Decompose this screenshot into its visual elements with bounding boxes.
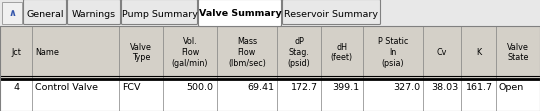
Text: Warnings: Warnings — [72, 10, 116, 19]
Text: General: General — [26, 10, 64, 19]
FancyBboxPatch shape — [68, 0, 120, 25]
Bar — [0, 0, 540, 26]
Text: FCV: FCV — [123, 83, 141, 92]
Text: P Static
In
(psia): P Static In (psia) — [377, 37, 408, 68]
Text: Open: Open — [499, 83, 524, 92]
Text: 38.03: 38.03 — [431, 83, 458, 92]
Text: 500.0: 500.0 — [187, 83, 214, 92]
Text: Valve
Type: Valve Type — [131, 43, 152, 62]
Bar — [0, 26, 540, 79]
Text: K: K — [476, 48, 481, 57]
Bar — [200, 24, 280, 26]
Bar — [0, 26, 540, 111]
Text: Pump Summary: Pump Summary — [122, 10, 198, 19]
Text: 161.7: 161.7 — [466, 83, 493, 92]
Text: ∧: ∧ — [8, 8, 16, 18]
FancyBboxPatch shape — [24, 0, 66, 25]
Text: Mass
Flow
(lbm/sec): Mass Flow (lbm/sec) — [228, 37, 266, 68]
Text: Reservoir Summary: Reservoir Summary — [285, 10, 379, 19]
Text: 327.0: 327.0 — [393, 83, 420, 92]
Text: 4: 4 — [13, 83, 19, 92]
FancyBboxPatch shape — [122, 0, 198, 25]
Text: Jct: Jct — [11, 48, 21, 57]
Text: Valve
State: Valve State — [507, 43, 529, 62]
Text: dP
Stag.
(psid): dP Stag. (psid) — [288, 37, 310, 68]
FancyBboxPatch shape — [282, 0, 381, 25]
Text: Vol.
Flow
(gal/min): Vol. Flow (gal/min) — [172, 37, 208, 68]
Text: Name: Name — [36, 48, 59, 57]
Text: 399.1: 399.1 — [333, 83, 360, 92]
FancyBboxPatch shape — [199, 0, 281, 27]
Bar — [2, 2, 22, 24]
Text: Control Valve: Control Valve — [36, 83, 98, 92]
Text: 172.7: 172.7 — [291, 83, 318, 92]
Text: Cv: Cv — [437, 48, 447, 57]
Bar — [0, 79, 540, 97]
Text: Valve Summary: Valve Summary — [199, 9, 281, 18]
Text: dH
(feet): dH (feet) — [331, 43, 353, 62]
Text: 69.41: 69.41 — [247, 83, 274, 92]
Bar — [0, 97, 540, 111]
